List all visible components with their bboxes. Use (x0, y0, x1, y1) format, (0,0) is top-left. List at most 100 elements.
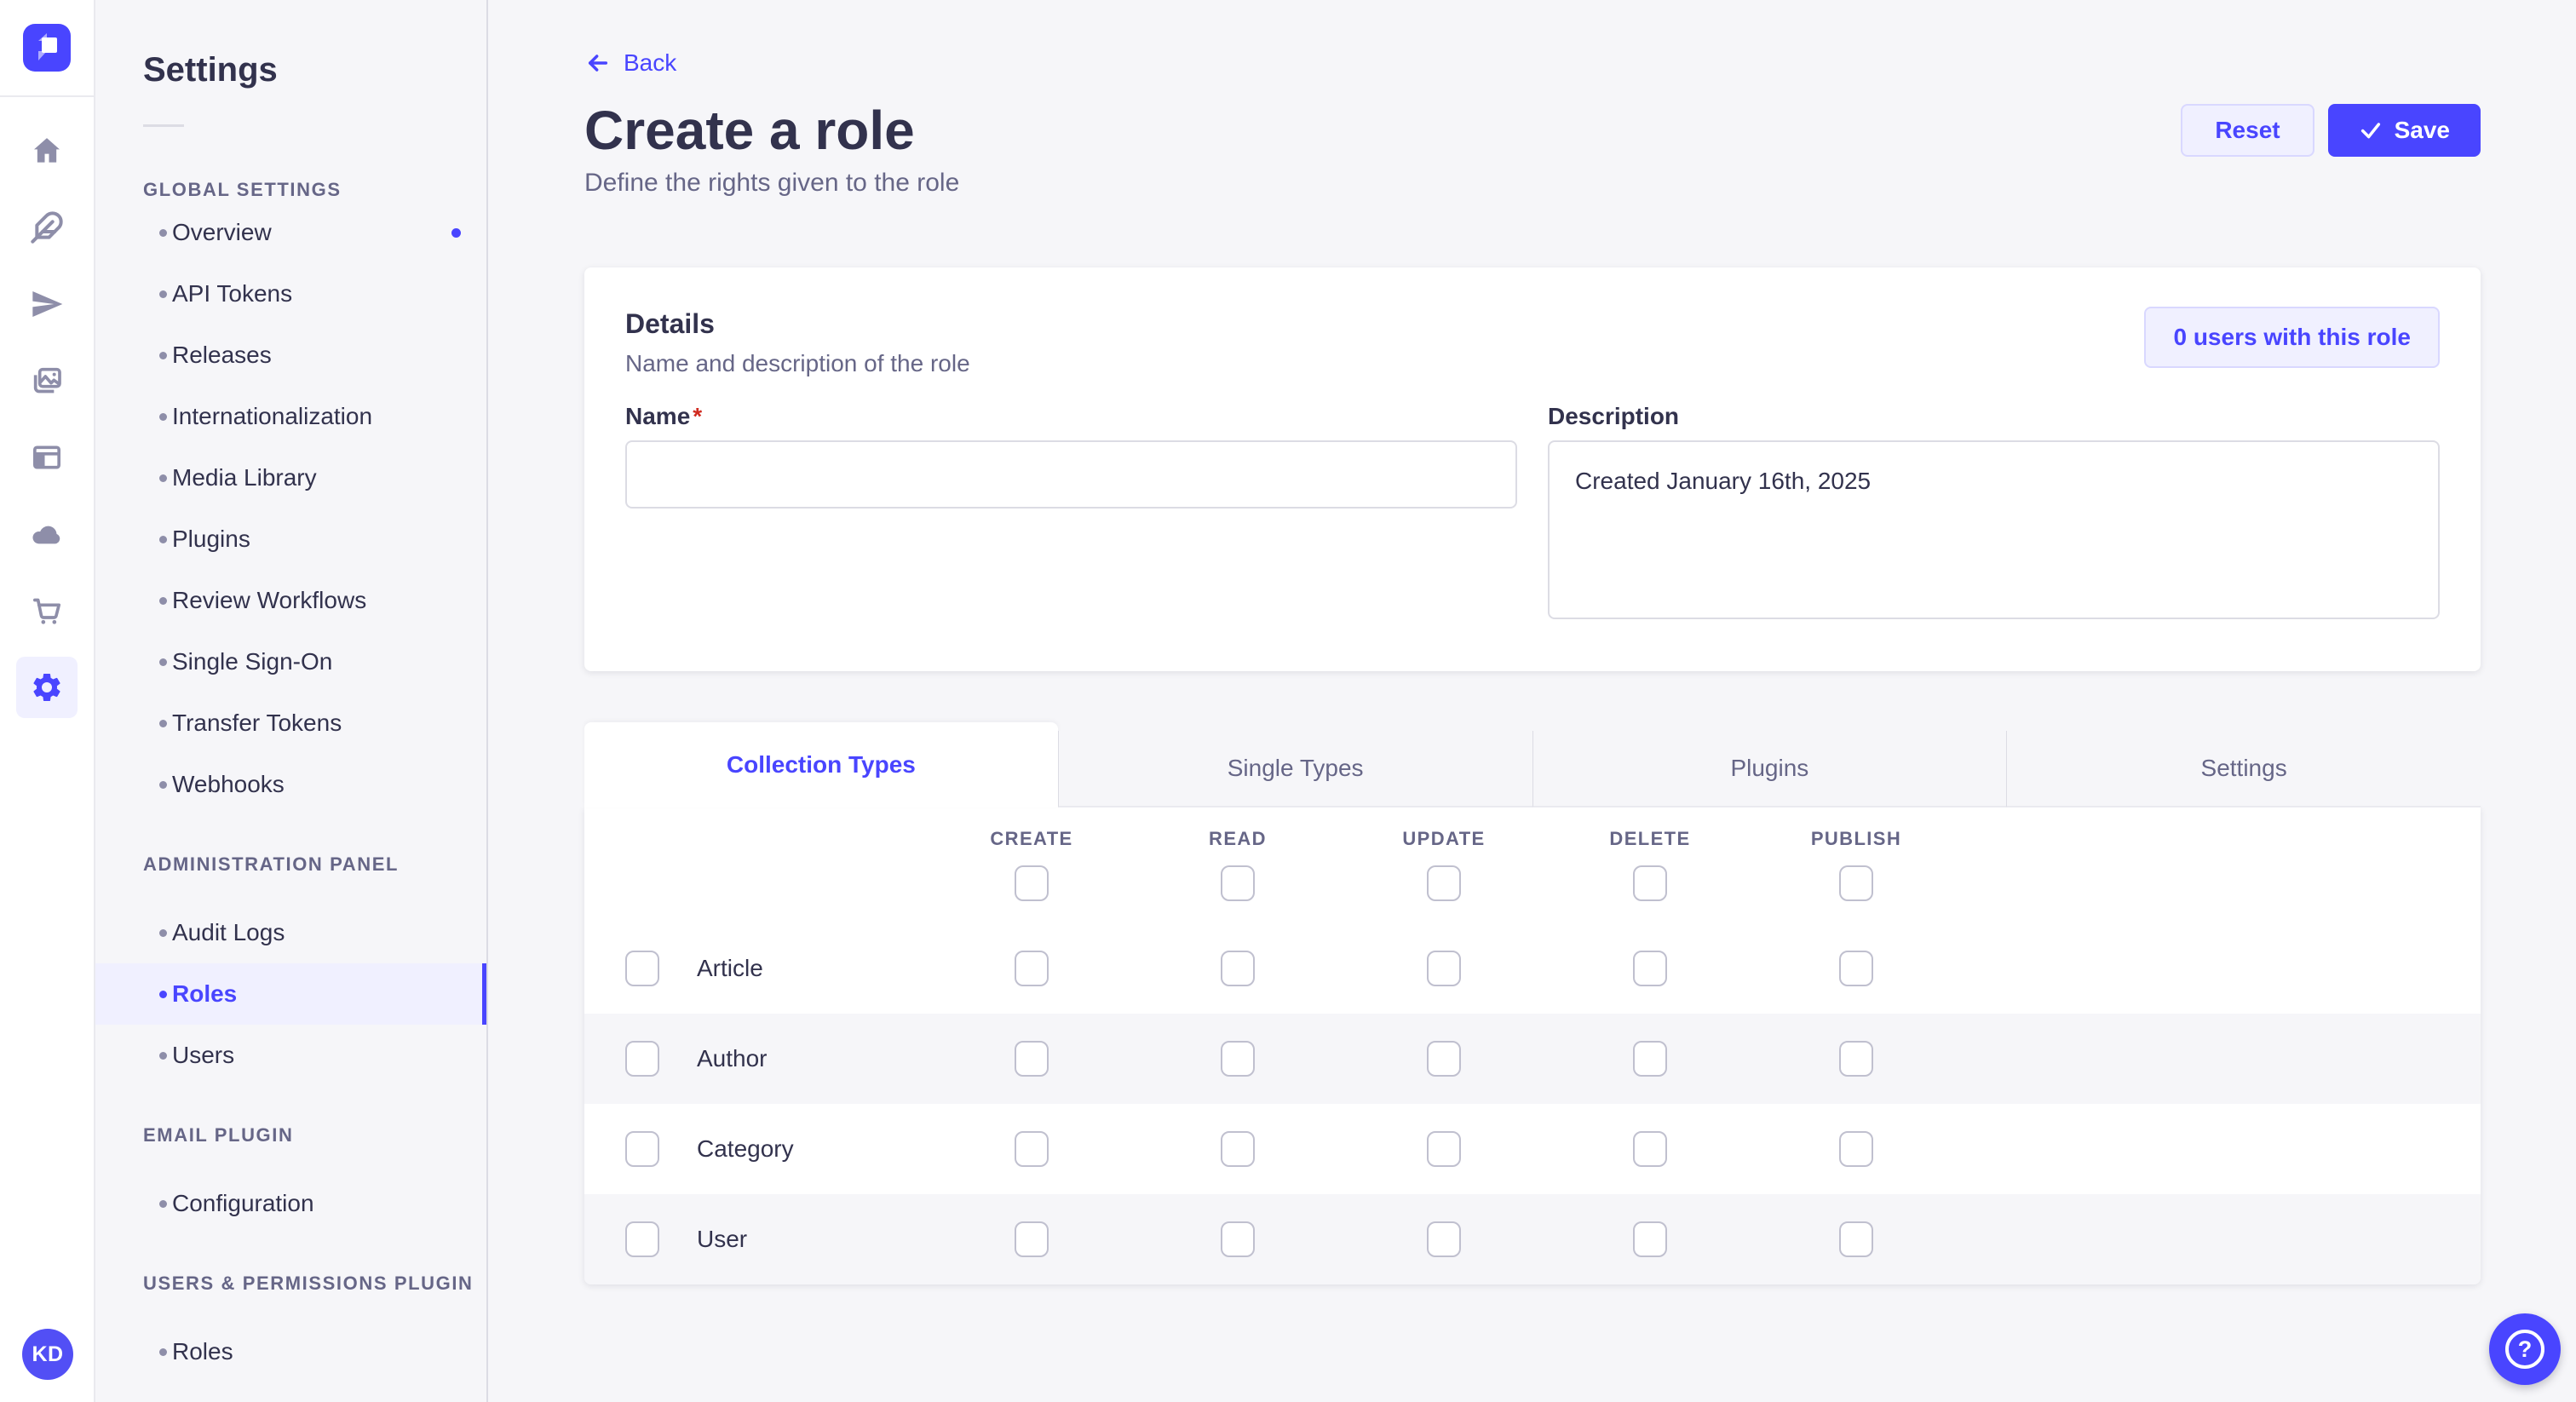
table-row-author: Author (584, 1014, 2481, 1104)
page-subtitle: Define the rights given to the role (584, 169, 960, 197)
sidebar-item-webhooks[interactable]: Webhooks (95, 754, 486, 815)
select-all-delete-checkbox[interactable] (1633, 865, 1667, 901)
sidebar-item-label: Review Workflows (172, 587, 367, 613)
sidebar-home-icon[interactable] (16, 112, 78, 189)
tab-settings[interactable]: Settings (2006, 731, 2481, 807)
nav-section-label: GLOBAL SETTINGS (143, 179, 342, 200)
article-delete-checkbox[interactable] (1633, 951, 1667, 986)
sidebar-item-review-workflows[interactable]: Review Workflows (95, 570, 486, 631)
article-publish-checkbox[interactable] (1839, 951, 1873, 986)
save-button-label: Save (2394, 117, 2450, 143)
row-select-checkbox[interactable] (625, 1221, 659, 1257)
save-button[interactable]: Save (2327, 104, 2481, 157)
nav-section-email-plugin: EMAIL PLUGIN Configuration (95, 1123, 486, 1234)
author-update-checkbox[interactable] (1427, 1041, 1461, 1077)
user-publish-checkbox[interactable] (1839, 1221, 1873, 1257)
strapi-logo-icon (38, 33, 57, 60)
category-update-checkbox[interactable] (1427, 1131, 1461, 1167)
sidebar-item-roles-selected[interactable]: Roles (95, 963, 486, 1025)
details-card-title: Details (625, 308, 715, 339)
tab-single-types[interactable]: Single Types (1057, 731, 1532, 807)
row-select-checkbox[interactable] (625, 1041, 659, 1077)
category-create-checkbox[interactable] (1015, 1131, 1049, 1167)
description-field-group: Description Created January 16th, 2025 (1548, 403, 2440, 623)
permissions-table-header: CREATE READ UPDATE DELETE PUBLISH (584, 807, 2481, 923)
article-read-checkbox[interactable] (1221, 951, 1255, 986)
article-create-checkbox[interactable] (1015, 951, 1049, 986)
question-mark-icon: ? (2505, 1330, 2544, 1369)
arrow-left-icon (588, 55, 608, 72)
category-read-checkbox[interactable] (1221, 1131, 1255, 1167)
user-delete-checkbox[interactable] (1633, 1221, 1667, 1257)
sidebar-item-configuration[interactable]: Configuration (95, 1173, 486, 1234)
sidebar-cloud-icon[interactable] (16, 496, 78, 572)
sidebar-item-providers[interactable]: Providers (95, 1382, 486, 1402)
sidebar-item-label: Roles (172, 1338, 233, 1365)
user-avatar[interactable]: KD (22, 1329, 73, 1380)
notification-dot (451, 227, 461, 238)
reset-button[interactable]: Reset (2181, 104, 2314, 157)
category-delete-checkbox[interactable] (1633, 1131, 1667, 1167)
article-update-checkbox[interactable] (1427, 951, 1461, 986)
tab-collection-types[interactable]: Collection Types (584, 722, 1058, 807)
user-read-checkbox[interactable] (1221, 1221, 1255, 1257)
role-name-input[interactable] (625, 440, 1517, 509)
help-button[interactable]: ? (2489, 1313, 2561, 1385)
author-delete-checkbox[interactable] (1633, 1041, 1667, 1077)
icon-rail: KD (0, 0, 95, 1402)
user-update-checkbox[interactable] (1427, 1221, 1461, 1257)
sidebar-item-releases[interactable]: Releases (95, 325, 486, 386)
table-row-article: Article (584, 923, 2481, 1014)
settings-sidebar-title: Settings (143, 51, 278, 89)
sidebar-item-transfer-tokens[interactable]: Transfer Tokens (95, 692, 486, 754)
sidebar-item-api-tokens[interactable]: API Tokens (95, 263, 486, 325)
tab-plugins[interactable]: Plugins (1532, 731, 2007, 807)
back-label: Back (624, 49, 677, 76)
row-select-checkbox[interactable] (625, 951, 659, 986)
sidebar-item-overview[interactable]: Overview (95, 202, 486, 263)
sidebar-item-internationalization[interactable]: Internationalization (95, 386, 486, 447)
settings-title-divider (143, 124, 184, 127)
select-all-publish-checkbox[interactable] (1839, 865, 1873, 901)
sidebar-content-manager-feather-icon[interactable] (16, 189, 78, 266)
select-all-create-checkbox[interactable] (1015, 865, 1049, 901)
details-card: Details Name and description of the role… (584, 267, 2481, 671)
select-all-read-checkbox[interactable] (1221, 865, 1255, 901)
details-form: Name * Description Created January 16th, … (625, 403, 2440, 623)
select-all-update-checkbox[interactable] (1427, 865, 1461, 901)
sidebar-item-label: Roles (172, 980, 238, 1007)
nav-section-global-settings: GLOBAL SETTINGS Overview API Tokens Rele… (95, 178, 486, 815)
author-create-checkbox[interactable] (1015, 1041, 1049, 1077)
sidebar-item-label: Media Library (172, 464, 317, 491)
sidebar-item-media-library[interactable]: Media Library (95, 447, 486, 509)
author-read-checkbox[interactable] (1221, 1041, 1255, 1077)
sidebar-item-audit-logs[interactable]: Audit Logs (95, 902, 486, 963)
row-select-checkbox[interactable] (625, 1131, 659, 1167)
content-type-label: Category (697, 1135, 794, 1162)
category-publish-checkbox[interactable] (1839, 1131, 1873, 1167)
sidebar-item-up-roles[interactable]: Roles (95, 1321, 486, 1382)
sidebar-item-plugins[interactable]: Plugins (95, 509, 486, 570)
back-link[interactable]: Back (584, 49, 676, 77)
sidebar-item-users[interactable]: Users (95, 1025, 486, 1086)
required-asterisk: * (693, 403, 703, 429)
sidebar-settings-gear-icon[interactable] (16, 649, 78, 726)
column-delete: DELETE (1547, 828, 1753, 901)
content-type-label: Author (697, 1045, 768, 1072)
rail-divider (0, 95, 94, 97)
sidebar-marketplace-cart-icon[interactable] (16, 572, 78, 649)
sidebar-deploy-send-icon[interactable] (16, 266, 78, 342)
users-with-role-button[interactable]: 0 users with this role (2144, 307, 2440, 368)
sidebar-content-type-builder-icon[interactable] (16, 419, 78, 496)
nav-section-administration-panel: ADMINISTRATION PANEL Audit Logs Roles Us… (95, 853, 486, 1086)
sidebar-item-single-sign-on[interactable]: Single Sign-On (95, 631, 486, 692)
nav-list-global: Overview API Tokens Releases Internation… (95, 202, 486, 815)
sidebar-item-label: Providers (172, 1399, 273, 1402)
role-description-textarea[interactable]: Created January 16th, 2025 (1548, 440, 2440, 619)
strapi-logo[interactable] (23, 24, 71, 72)
sidebar-item-label: Releases (172, 342, 272, 368)
sidebar-media-library-icon[interactable] (16, 342, 78, 419)
sidebar-item-label: Plugins (172, 526, 250, 552)
user-create-checkbox[interactable] (1015, 1221, 1049, 1257)
author-publish-checkbox[interactable] (1839, 1041, 1873, 1077)
